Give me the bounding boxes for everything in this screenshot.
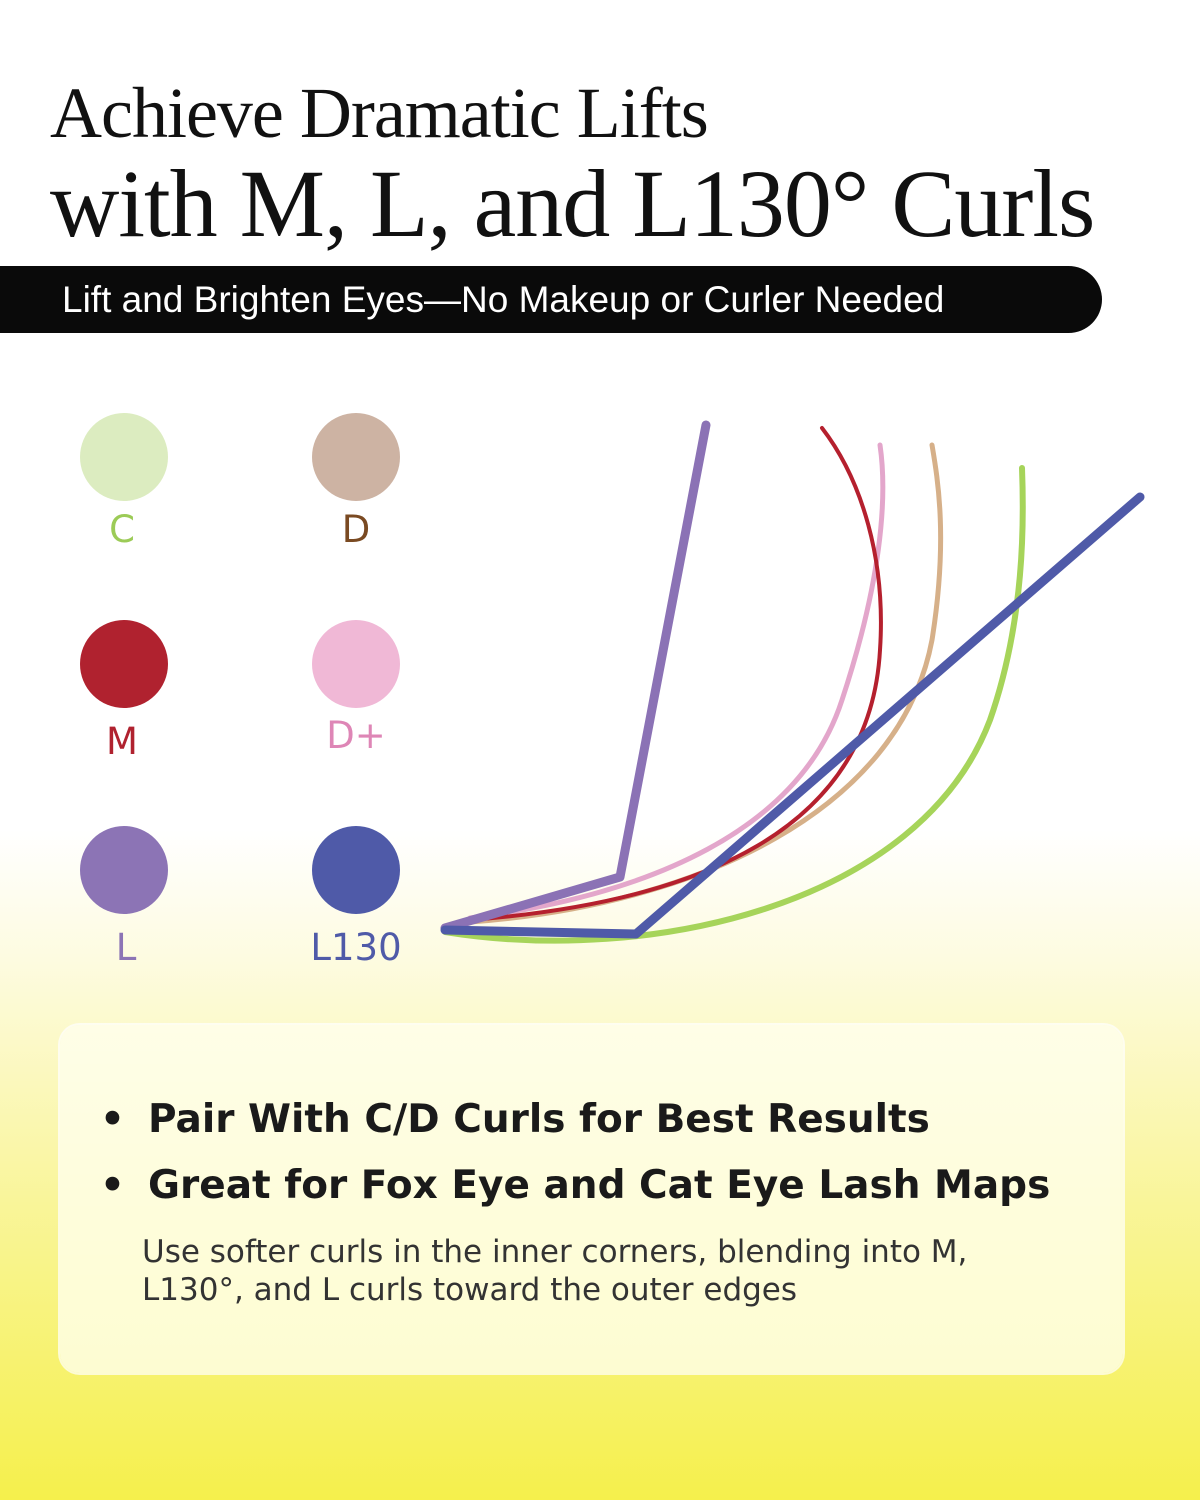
swatch-d [312, 413, 400, 501]
tips-card: • Pair With C/D Curls for Best Results • G… [60, 1025, 1123, 1373]
bullet-dot: • [100, 1163, 125, 1208]
curve-d-plus [467, 442, 886, 921]
swatch-l130 [312, 826, 400, 914]
title-line-2: with M, L, and L130° Curls [50, 150, 1095, 257]
curve-m [468, 426, 883, 922]
swatch-c [80, 413, 168, 501]
curve-l130 [440, 492, 1145, 939]
swatch-l [80, 826, 168, 914]
bullet-text: Pair With C/D Curls for Best Results [148, 1097, 930, 1142]
swatch-d-plus [312, 620, 400, 708]
label-l: L [115, 926, 137, 969]
bullet-dot: • [100, 1097, 125, 1142]
label-c: C [109, 508, 135, 551]
subtitle-banner: Lift and Brighten Eyes—No Makeup or Curl… [0, 266, 1102, 333]
curve-c [442, 465, 1026, 944]
title-line-1: Achieve Dramatic Lifts [50, 73, 709, 153]
label-l130: L130 [310, 926, 402, 969]
label-d-plus: D+ [326, 714, 386, 757]
label-d: D [341, 508, 371, 551]
swatch-m [80, 620, 168, 708]
bullet-text: Great for Fox Eye and Cat Eye Lash Maps [148, 1163, 1051, 1208]
curve-l [440, 420, 711, 933]
bullet-item: • Great for Fox Eye and Cat Eye Lash Maps [100, 1163, 1050, 1208]
bullet-item: • Pair With C/D Curls for Best Results [100, 1097, 930, 1142]
label-m: M [106, 720, 138, 763]
tip-note: Use softer curls in the inner corners, b… [142, 1234, 968, 1308]
